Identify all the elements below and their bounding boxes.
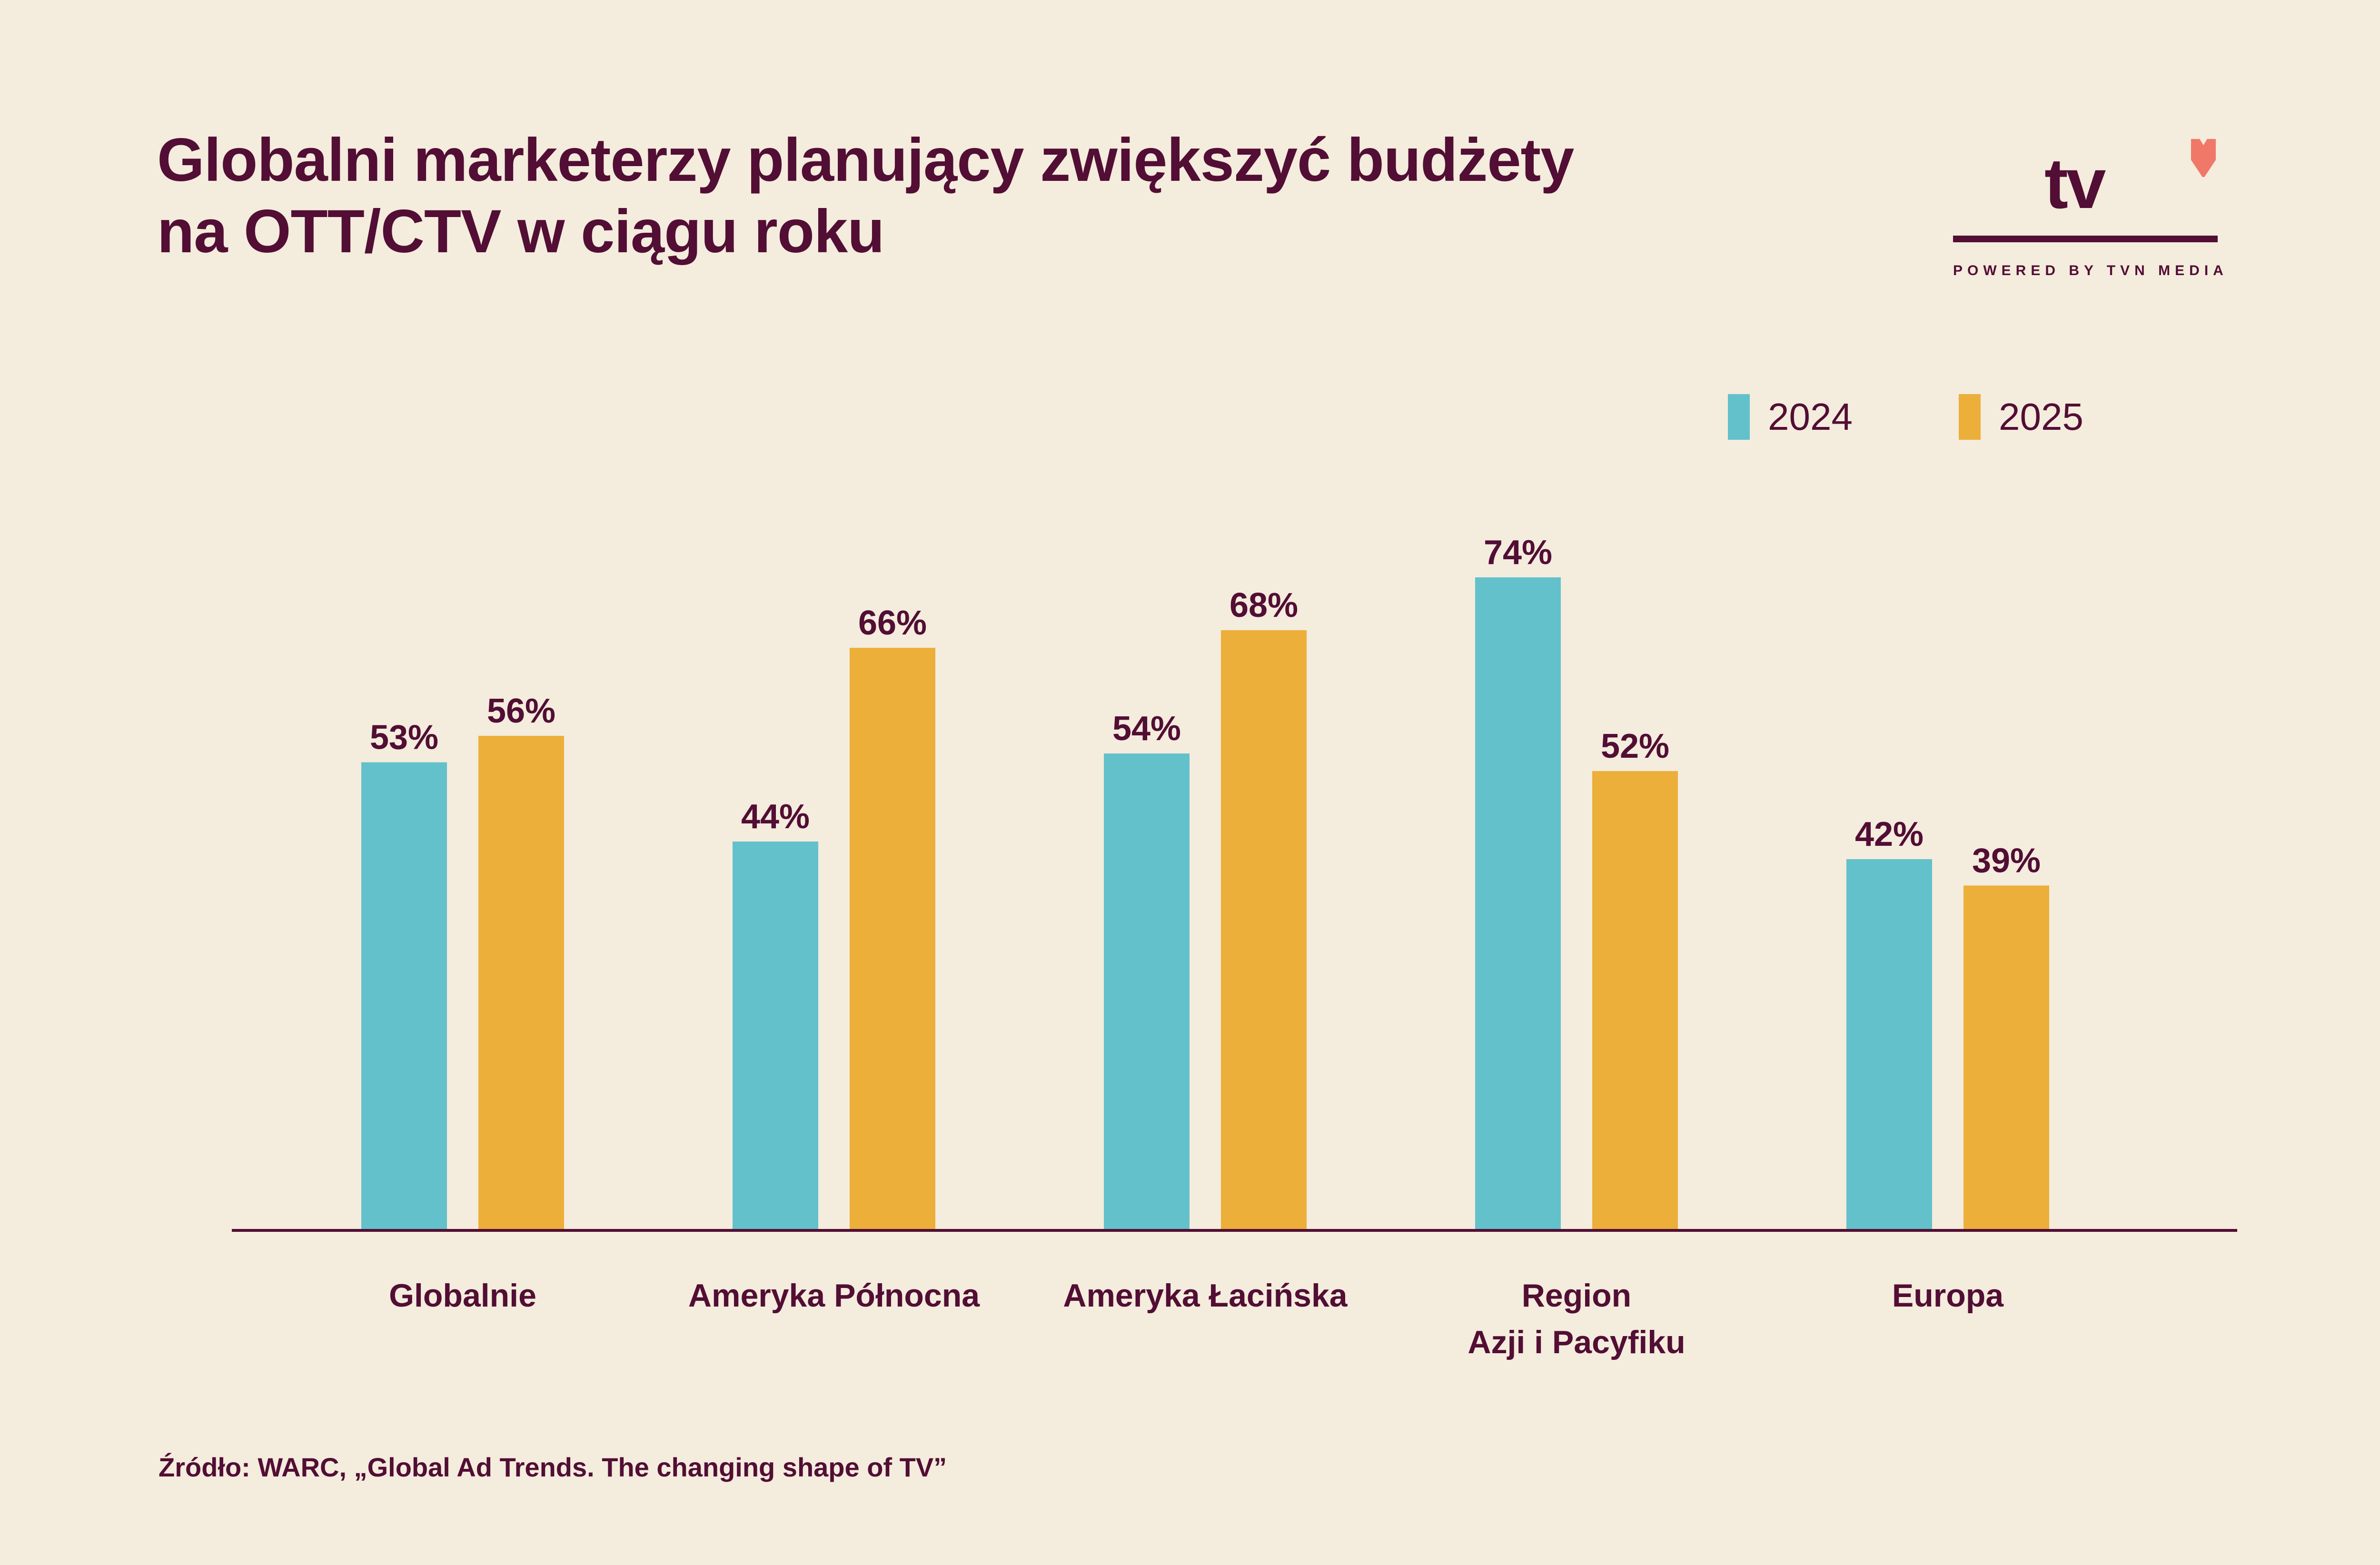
category-label-2: Ameryka Łacińska [1063, 1278, 1348, 1314]
legend-item-2024: 2024 [1728, 394, 1853, 440]
bar-2025-3 [1592, 771, 1678, 1229]
bar-2024-2 [1104, 753, 1190, 1229]
chart-title-line-2: na OTT/CTV w ciągu roku [157, 198, 884, 266]
bar-2025-1 [850, 648, 935, 1229]
logo-divider [1953, 236, 2218, 242]
data-label-2025-2: 68% [1230, 586, 1298, 624]
data-label-2024-3: 74% [1484, 534, 1552, 572]
category-label-3-line-1: Azji i Pacyfiku [1468, 1324, 1685, 1360]
bar-2025-0 [478, 736, 564, 1229]
legend-label-2025: 2025 [1999, 396, 2083, 438]
heart-icon [2191, 139, 2216, 177]
chart-title: Globalni marketerzy planujący zwiększyć … [157, 125, 1574, 267]
data-label-2025-3: 52% [1601, 727, 1669, 765]
logo-text: tv [2044, 143, 2106, 223]
bar-2025-2 [1221, 630, 1307, 1229]
legend-swatch-2024 [1728, 394, 1750, 440]
logo-caption: POWERED BY TVN MEDIA [1953, 263, 2228, 278]
source-note: Źródło: WARC, „Global Ad Trends. The cha… [159, 1452, 947, 1482]
chart-title-line-1: Globalni marketerzy planujący zwiększyć … [157, 126, 1574, 194]
category-label-0: Globalnie [389, 1278, 536, 1314]
bar-2024-1 [733, 842, 818, 1229]
data-label-2024-2: 54% [1112, 710, 1181, 748]
category-label-3-line-0: Region [1522, 1278, 1631, 1314]
category-label-4: Europa [1892, 1278, 2004, 1314]
data-label-2025-1: 66% [858, 604, 927, 642]
data-label-2024-4: 42% [1855, 815, 1924, 853]
data-label-2024-1: 44% [741, 798, 810, 836]
x-axis-line [232, 1229, 2237, 1232]
data-label-2024-0: 53% [370, 719, 438, 757]
legend-label-2024: 2024 [1768, 396, 1853, 438]
bar-2024-0 [361, 762, 447, 1229]
category-label-1: Ameryka Północna [688, 1278, 980, 1314]
legend-item-2025: 2025 [1959, 394, 2083, 440]
bar-2024-4 [1846, 859, 1932, 1229]
tvn-logo: tv POWERED BY TVN MEDIA [1942, 133, 2228, 286]
bar-2024-3 [1475, 577, 1561, 1229]
data-label-2025-0: 56% [487, 692, 555, 730]
legend-swatch-2025 [1959, 394, 1981, 440]
data-label-2025-4: 39% [1972, 842, 2041, 880]
bar-2025-4 [1964, 885, 2049, 1229]
